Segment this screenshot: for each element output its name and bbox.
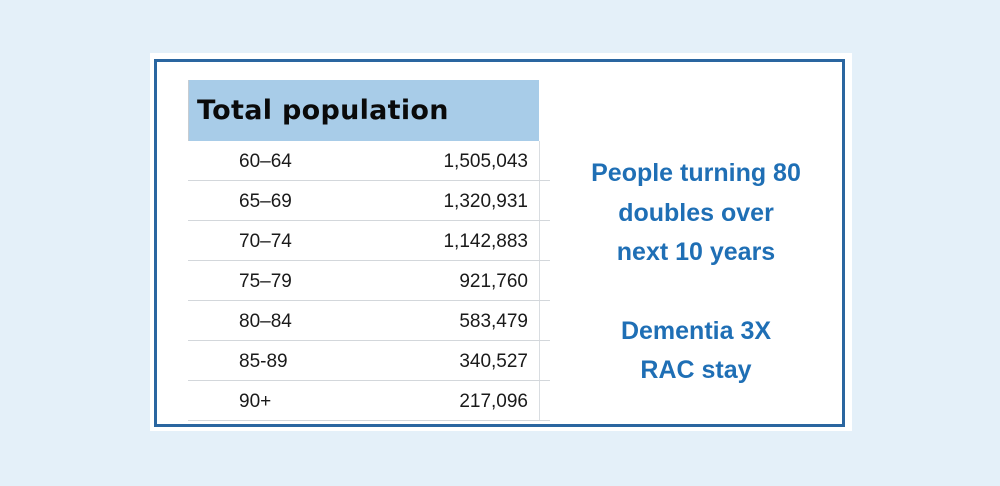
population-cell: 1,142,883 [443,231,528,252]
population-cell: 583,479 [459,311,528,332]
age-group-cell: 75–79 [239,271,292,292]
population-cell: 1,505,043 [443,151,528,172]
population-table: Total population 60–64 1,505,043 65–69 1… [188,80,550,421]
population-cell: 217,096 [459,391,528,412]
callout-spacer [566,273,826,312]
callout-line: RAC stay [640,356,752,384]
age-group-cell: 65–69 [239,191,292,212]
table-row: 75–79 921,760 [188,261,550,301]
table-row: 80–84 583,479 [188,301,550,341]
table-row: 70–74 1,142,883 [188,221,550,261]
column-divider [539,141,540,421]
slide-panel: Total population 60–64 1,505,043 65–69 1… [150,53,852,431]
table-body: 60–64 1,505,043 65–69 1,320,931 70–74 1,… [188,141,550,421]
callout-text: People turning 80 doubles over next 10 y… [566,154,826,391]
age-group-cell: 60–64 [239,151,292,172]
table-header-title: Total population [197,95,449,126]
table-header: Total population [188,80,539,141]
table-row: 65–69 1,320,931 [188,181,550,221]
population-cell: 1,320,931 [443,191,528,212]
age-group-cell: 80–84 [239,311,292,332]
age-group-cell: 70–74 [239,231,292,252]
callout-line: next 10 years [616,238,776,266]
population-cell: 340,527 [459,351,528,372]
callout-line: Dementia 3X [620,316,772,345]
callout-line: People turning 80 [591,159,801,187]
age-group-cell: 85-89 [239,351,288,372]
table-row: 85-89 340,527 [188,341,550,381]
callout-line: doubles over [618,198,774,227]
slide-frame: Total population 60–64 1,505,043 65–69 1… [154,59,845,427]
table-row: 90+ 217,096 [188,381,550,421]
table-row: 60–64 1,505,043 [188,141,550,181]
age-group-cell: 90+ [239,391,272,412]
population-cell: 921,760 [459,271,528,292]
